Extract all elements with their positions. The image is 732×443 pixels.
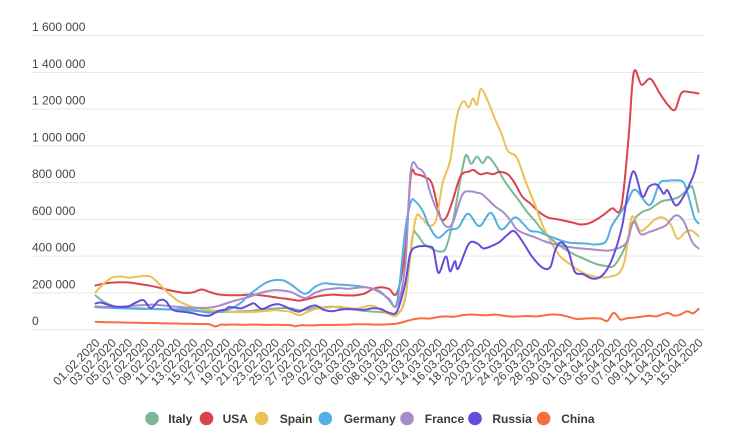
svg-text:Russia: Russia	[492, 412, 532, 426]
svg-text:1 600 000: 1 600 000	[32, 20, 86, 34]
svg-text:1 000 000: 1 000 000	[32, 130, 86, 144]
svg-text:600 000: 600 000	[32, 204, 76, 218]
svg-text:France: France	[425, 412, 465, 426]
svg-text:Germany: Germany	[344, 412, 396, 426]
svg-text:200 000: 200 000	[32, 277, 76, 291]
svg-text:400 000: 400 000	[32, 241, 76, 255]
svg-text:USA: USA	[223, 412, 249, 426]
svg-text:800 000: 800 000	[32, 167, 76, 181]
svg-text:Italy: Italy	[168, 412, 192, 426]
svg-text:1 400 000: 1 400 000	[32, 57, 86, 71]
svg-text:1 200 000: 1 200 000	[32, 94, 86, 108]
svg-text:China: China	[561, 412, 595, 426]
svg-text:Spain: Spain	[280, 412, 313, 426]
svg-text:0: 0	[32, 314, 39, 328]
